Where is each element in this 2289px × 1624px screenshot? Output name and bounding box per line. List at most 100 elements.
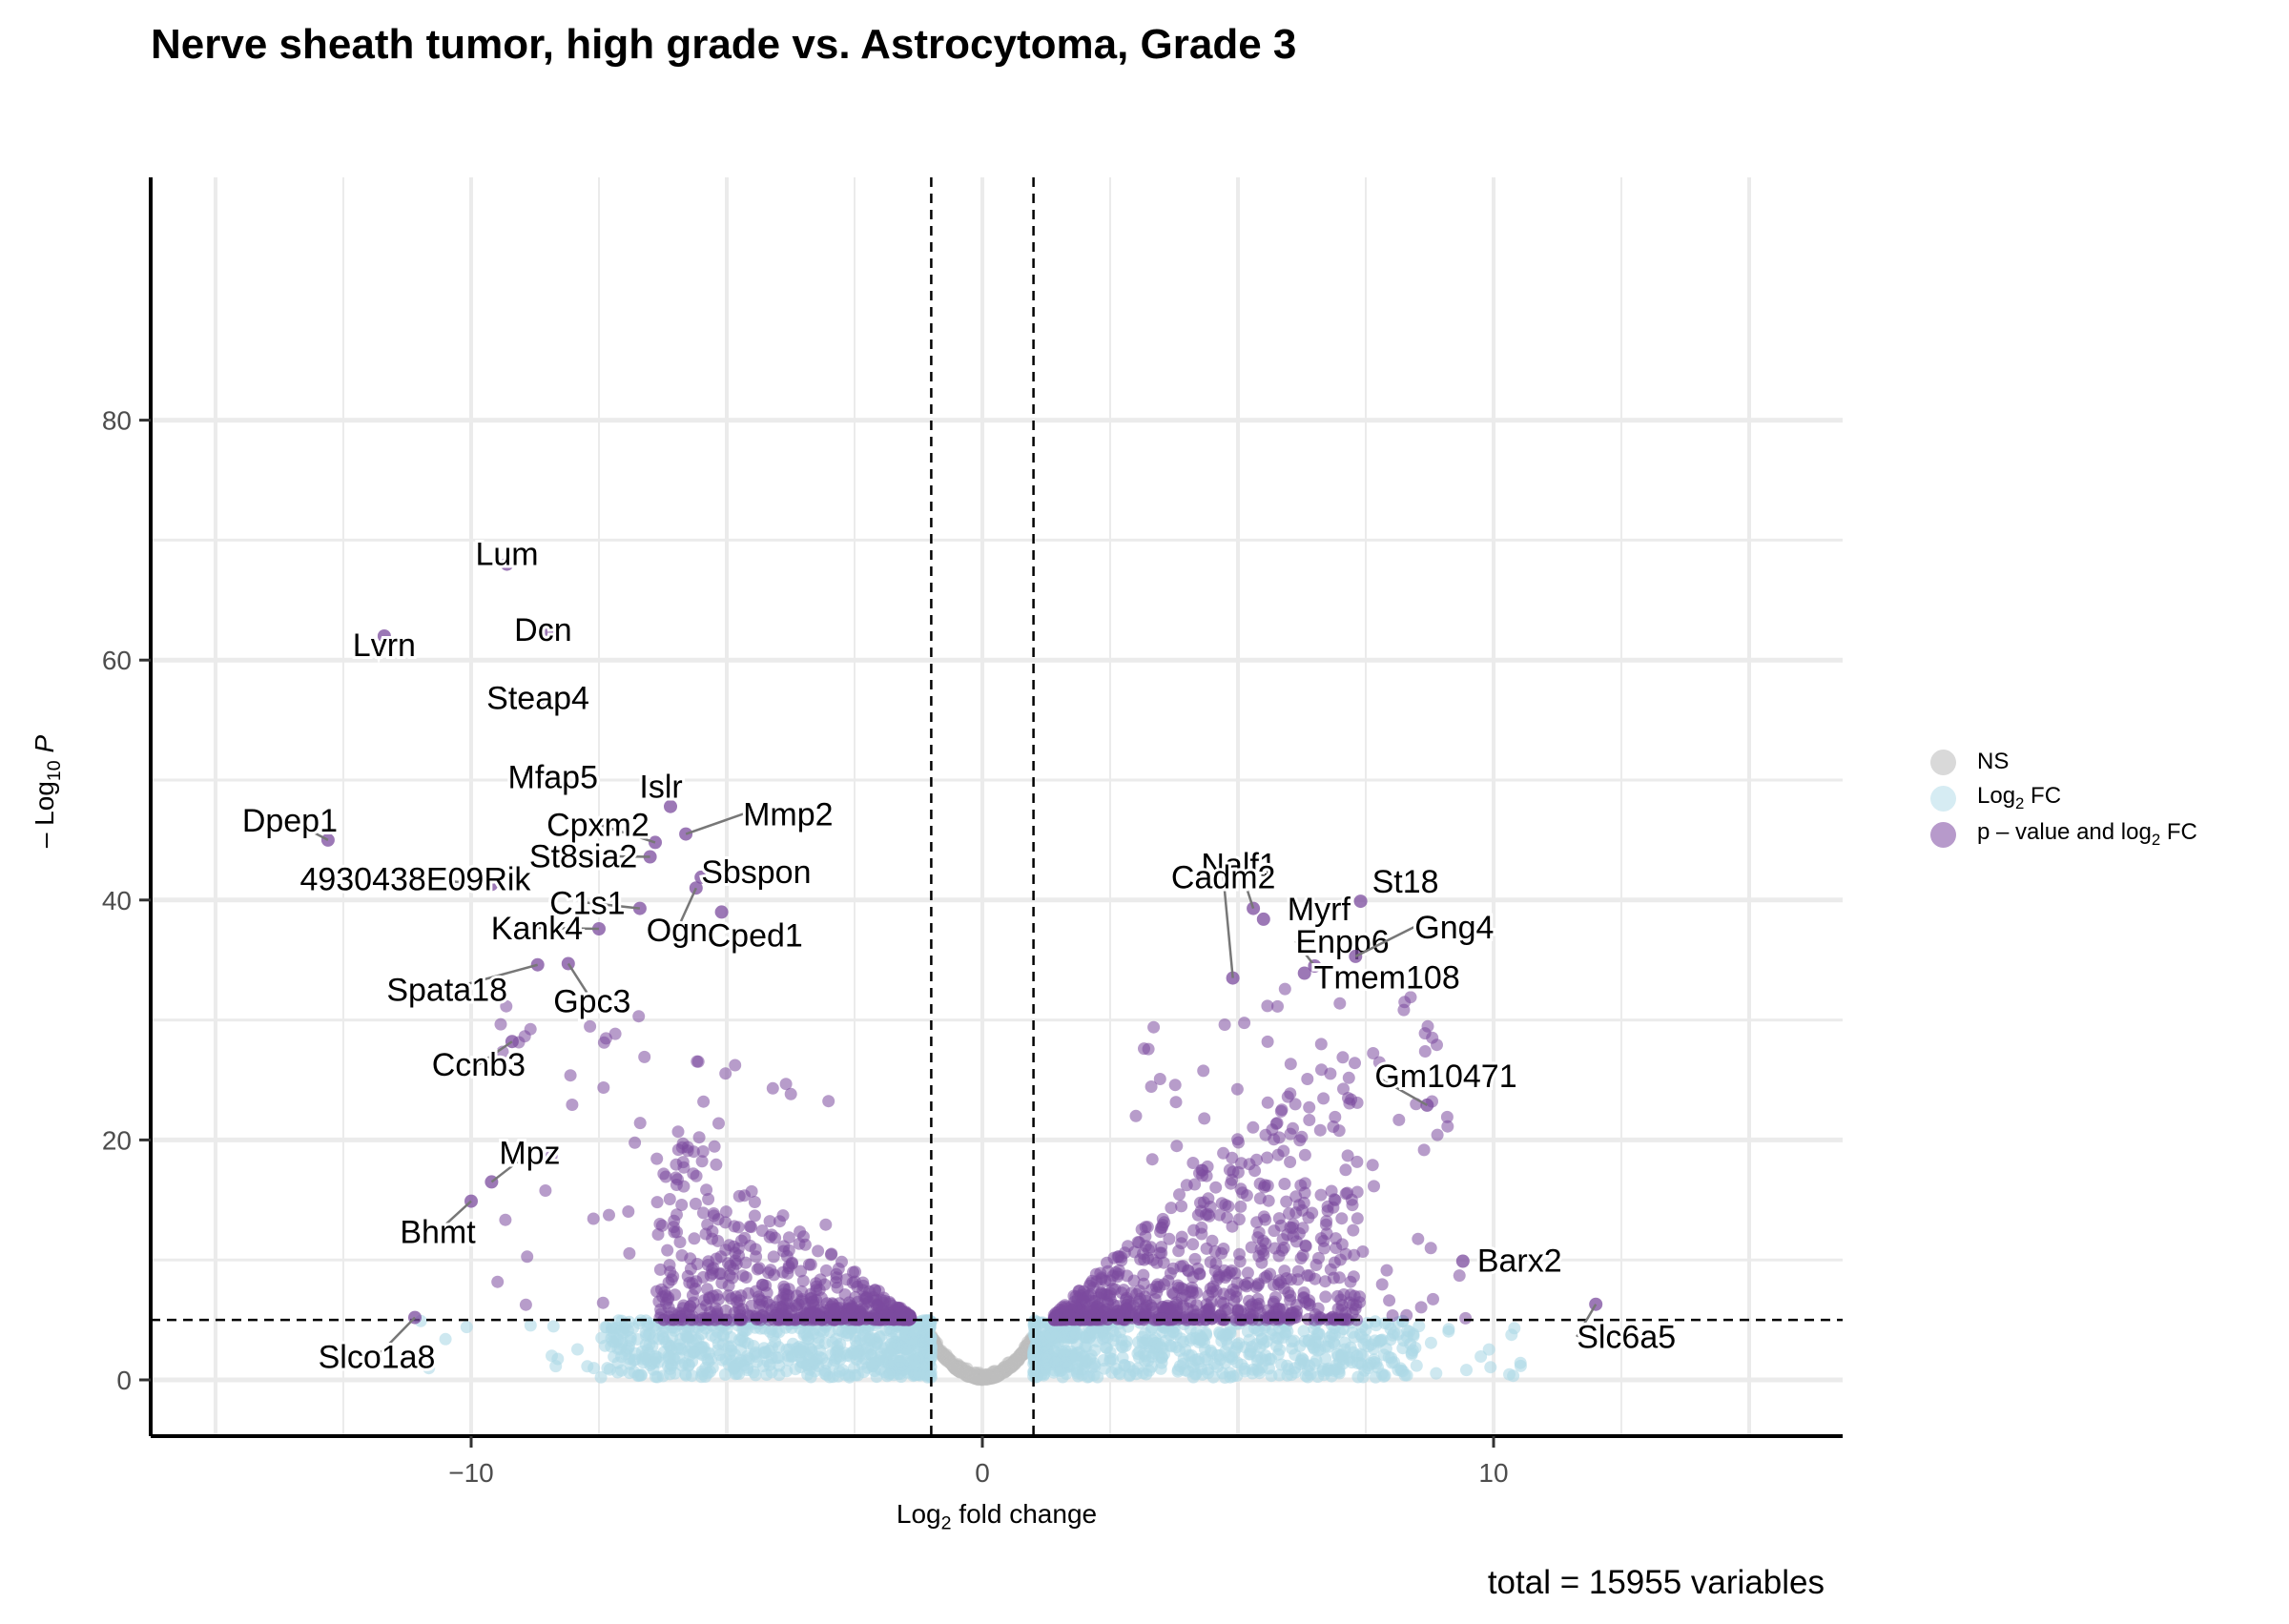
significant-point	[872, 1285, 885, 1298]
log2fc-point	[460, 1321, 473, 1334]
log2fc-point	[1430, 1367, 1443, 1380]
significant-point	[819, 1218, 833, 1231]
significant-point	[1273, 1303, 1286, 1316]
data-points	[414, 982, 1527, 1387]
log2fc-point	[1413, 1320, 1426, 1333]
significant-point	[708, 1209, 721, 1223]
log2fc-point	[1053, 1365, 1066, 1377]
log2fc-point	[1028, 1327, 1041, 1341]
log2fc-point	[734, 1334, 748, 1347]
log2fc-point	[1028, 1344, 1041, 1357]
log2fc-point	[656, 1329, 670, 1343]
significant-point	[753, 1262, 766, 1275]
significant-point	[1280, 1195, 1293, 1208]
significant-point	[1251, 1277, 1265, 1290]
log2fc-point	[682, 1359, 695, 1372]
significant-point	[1296, 1203, 1309, 1217]
log2fc-point	[830, 1332, 843, 1346]
significant-point	[1398, 996, 1412, 1009]
log2fc-point	[1173, 1360, 1186, 1372]
labeled-point-Spata18	[530, 957, 545, 972]
label-connector	[1576, 1304, 1598, 1338]
log2fc-point	[1351, 1370, 1365, 1384]
significant-point	[1313, 1123, 1327, 1137]
log2fc-point	[1230, 1369, 1244, 1382]
significant-point	[696, 1206, 710, 1220]
log2fc-point	[761, 1355, 774, 1368]
significant-point	[1351, 1212, 1364, 1225]
significant-point	[687, 1167, 700, 1181]
significant-point	[1412, 1232, 1425, 1245]
significant-point	[1188, 1252, 1202, 1265]
label-connector	[376, 1316, 416, 1358]
significant-point	[1427, 1292, 1439, 1305]
significant-point	[1191, 1313, 1205, 1326]
label-connector	[289, 818, 329, 842]
y-tick-label: 20	[102, 1125, 132, 1155]
log2fc-point	[765, 1366, 778, 1379]
x-tick-label: 0	[975, 1458, 990, 1488]
significant-point	[1209, 1257, 1223, 1270]
significant-point	[675, 1199, 689, 1211]
significant-point	[1418, 1045, 1432, 1058]
log2fc-point	[1165, 1340, 1178, 1353]
log2fc-point	[549, 1360, 563, 1373]
significant-point	[1329, 1110, 1342, 1123]
significant-point	[885, 1312, 897, 1325]
log2fc-point	[1372, 1335, 1386, 1348]
log2fc-point	[1265, 1369, 1278, 1383]
significant-point	[1069, 1290, 1083, 1304]
significant-point	[1121, 1269, 1134, 1283]
gene-label: Gm10471	[1374, 1059, 1516, 1095]
significant-point	[715, 1276, 729, 1289]
gene-label: Ccnb3	[432, 1047, 526, 1083]
log2fc-point	[607, 1322, 620, 1335]
significant-point	[1324, 1067, 1337, 1080]
log2fc-point	[1281, 1325, 1294, 1338]
significant-point	[710, 1158, 723, 1171]
significant-point	[1158, 1278, 1170, 1291]
log2fc-point	[1362, 1362, 1374, 1375]
significant-point	[603, 1208, 615, 1222]
label-connector	[685, 812, 744, 835]
log2fc-point	[849, 1368, 862, 1382]
significant-point	[1168, 1079, 1182, 1092]
significant-point	[1154, 1225, 1167, 1239]
significant-point	[1250, 1216, 1264, 1229]
significant-point	[1186, 1157, 1200, 1169]
significant-point	[1431, 1128, 1444, 1141]
log2fc-point	[649, 1349, 662, 1363]
ns-point	[951, 1365, 964, 1377]
significant-point	[1238, 1017, 1251, 1030]
label-connector	[583, 854, 650, 858]
log2fc-point	[1250, 1324, 1264, 1337]
log2fc-point	[1169, 1327, 1183, 1341]
significant-point	[519, 1298, 532, 1311]
significant-point	[719, 1205, 732, 1219]
significant-point	[1251, 1292, 1265, 1305]
significant-point	[1231, 1133, 1245, 1146]
log2fc-point	[1195, 1331, 1208, 1345]
significant-point	[1210, 1273, 1224, 1286]
labeled-point-Nalf1	[1247, 901, 1261, 915]
significant-point	[1276, 1244, 1289, 1257]
label-connector	[1354, 925, 1415, 958]
significant-point	[1261, 1035, 1274, 1048]
significant-point	[797, 1230, 810, 1244]
significant-point	[1173, 1188, 1186, 1202]
significant-point	[1203, 1209, 1216, 1223]
log2fc-point	[1312, 1327, 1325, 1340]
log2fc-point	[1405, 1346, 1418, 1360]
significant-point	[1303, 1100, 1316, 1114]
significant-point	[1380, 1264, 1393, 1277]
significant-point	[819, 1264, 833, 1277]
log2fc-point	[1514, 1356, 1527, 1369]
significant-point	[1253, 1192, 1267, 1205]
significant-point	[1284, 1289, 1297, 1303]
significant-point	[729, 1059, 742, 1072]
significant-point	[650, 1152, 664, 1165]
gene-label: St18	[1372, 864, 1439, 900]
labeled-point-Ogn	[689, 881, 703, 895]
significant-point	[764, 1264, 777, 1277]
log2fc-point	[861, 1334, 875, 1347]
